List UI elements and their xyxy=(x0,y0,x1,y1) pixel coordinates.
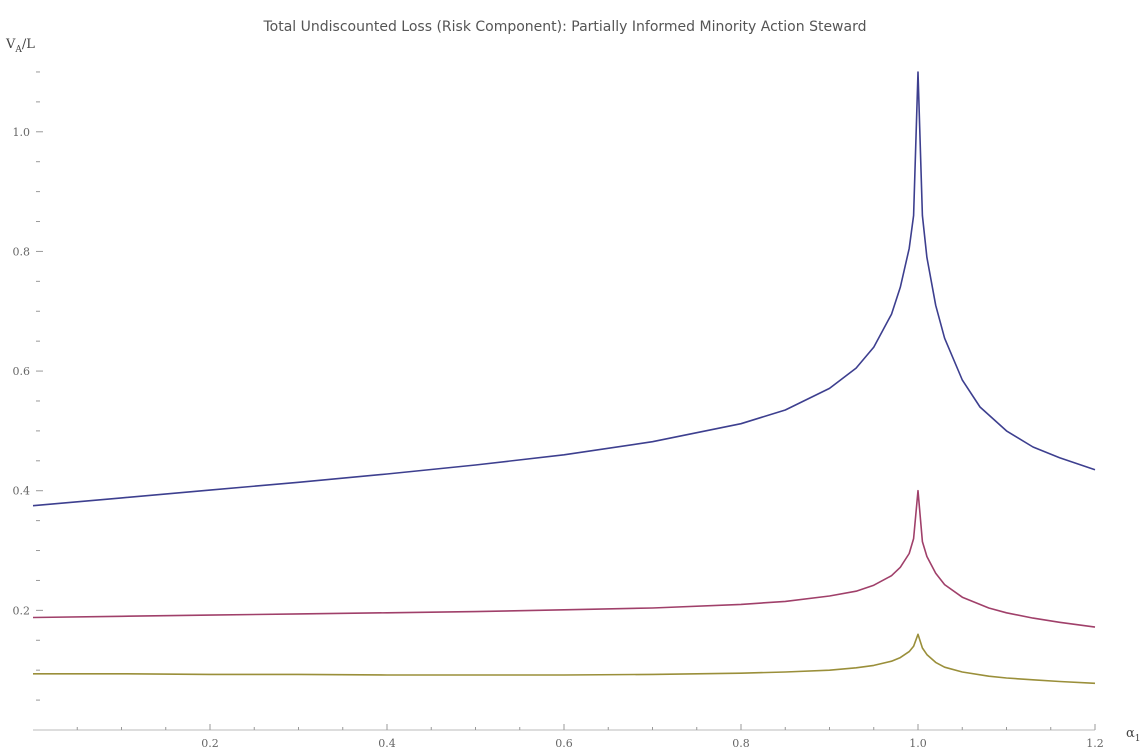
y-tick-label: 0.4 xyxy=(13,485,31,498)
x-tick-label: 0.6 xyxy=(555,737,573,750)
x-tick-label: 0.8 xyxy=(732,737,750,750)
x-label-sub: 1 xyxy=(1135,734,1141,744)
chart-title: Total Undiscounted Loss (Risk Component)… xyxy=(263,19,867,35)
y-tick-label: 0.8 xyxy=(13,245,31,258)
x-label-main: α xyxy=(1126,726,1135,741)
series-line-2 xyxy=(32,489,1096,628)
x-tick-label: 1.0 xyxy=(909,737,927,750)
x-tick-label: 0.4 xyxy=(378,737,396,750)
plot-area: 0.2 0.4 0.6 0.8 1.0 1.2 0.2 0.4 0.6 0.8 1.0 xyxy=(13,71,1104,750)
series-line-1 xyxy=(32,71,1096,507)
y-label-main: V xyxy=(5,37,16,52)
y-tick-label: 0.2 xyxy=(13,604,31,617)
svg-text:α1: α1 xyxy=(1126,726,1141,744)
y-label-tail: /L xyxy=(22,37,35,52)
y-label-sub: A xyxy=(14,45,22,55)
x-tick-label: 0.2 xyxy=(201,737,219,750)
y-tick-label: 0.6 xyxy=(13,365,31,378)
series-line-3 xyxy=(33,633,1096,685)
y-axis-label: VA/L xyxy=(5,37,35,55)
svg-text:VA/L: VA/L xyxy=(5,37,35,55)
x-tick-label: 1.2 xyxy=(1086,737,1104,750)
y-tick-label: 1.0 xyxy=(13,126,31,139)
x-axis-label: α1 xyxy=(1126,726,1141,744)
